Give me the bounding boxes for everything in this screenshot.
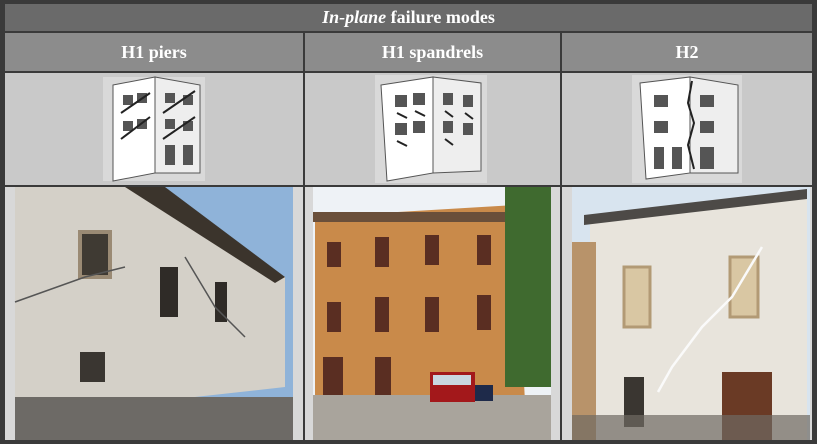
column-header: H1 piers [5, 33, 303, 71]
photo-cell [5, 187, 303, 440]
title-italic: In-plane [322, 7, 387, 27]
column-header: H1 spandrels [305, 33, 560, 71]
building-photo [572, 187, 810, 440]
column-header: H2 [562, 33, 812, 71]
diagram-cell [5, 73, 303, 185]
diagram-cell [562, 73, 812, 185]
wall-diagram [103, 76, 205, 182]
photo-cell [562, 187, 812, 440]
wall-diagram [375, 75, 487, 183]
building-photo [313, 187, 551, 440]
table-title: In-plane failure modes [5, 4, 812, 31]
photo-cell [305, 187, 560, 440]
building-photo [14, 187, 293, 440]
diagram-cell [305, 73, 560, 185]
wall-diagram [632, 75, 742, 183]
title-rest: failure modes [390, 7, 495, 27]
